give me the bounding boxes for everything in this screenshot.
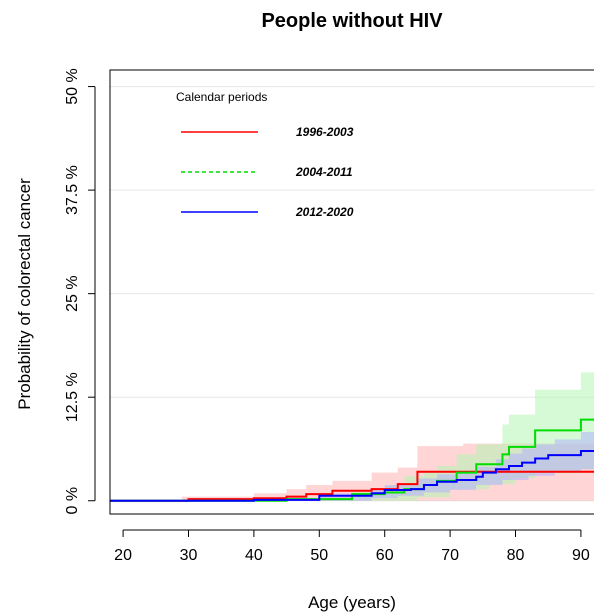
legend-label-1996-2003: 1996-2003 xyxy=(296,125,354,139)
x-tick-label-70: 70 xyxy=(441,547,459,564)
x-tick-label-60: 60 xyxy=(376,547,394,564)
y-tick-label-4: 50 % xyxy=(64,68,81,104)
ci-band-2012-2020-2 xyxy=(319,493,372,501)
y-axis: 0 % 12.5 % 25 % 37.5 % 50 % xyxy=(64,68,96,515)
x-tick-label-80: 80 xyxy=(507,547,525,564)
x-tick-label-90: 90 xyxy=(572,547,590,564)
plot-frame xyxy=(109,69,594,515)
series-line-2012-2020 xyxy=(110,450,594,502)
x-tick-label-20: 20 xyxy=(114,547,132,564)
confidence-bands xyxy=(181,372,594,501)
y-tick-label-2: 25 % xyxy=(64,275,81,311)
ci-band-2012-2020-15 xyxy=(522,448,529,481)
legend-label-2012-2020: 2012-2020 xyxy=(295,205,354,219)
ci-band-2012-2020-17 xyxy=(535,444,555,476)
legend: Calendar periods 1996-2003 2004-2011 2012-… xyxy=(176,90,354,219)
series-line-1996-2003 xyxy=(110,470,594,502)
x-axis: 20 30 40 50 60 70 80 90 xyxy=(114,529,590,564)
ci-band-1996-2003-3 xyxy=(286,489,307,501)
ci-band-1996-2003-2 xyxy=(253,493,287,501)
x-tick-label-50: 50 xyxy=(310,547,328,564)
legend-title: Calendar periods xyxy=(176,90,267,104)
x-tick-label-40: 40 xyxy=(245,547,263,564)
y-tick-label-3: 37.5 % xyxy=(64,165,81,215)
legend-label-2004-2011: 2004-2011 xyxy=(295,165,353,179)
ci-band-2012-2020-8 xyxy=(437,474,451,493)
x-tick-label-30: 30 xyxy=(180,547,198,564)
ci-band-2004-2011-13 xyxy=(508,414,516,485)
y-tick-label-0: 0 % xyxy=(64,487,81,515)
chart-title: People without HIV xyxy=(261,10,443,32)
ci-band-2012-2020-6 xyxy=(417,478,424,496)
y-axis-label: Probability of colorectal cancer xyxy=(15,178,34,410)
series-lines xyxy=(110,418,594,502)
y-tick-label-1: 12.5 % xyxy=(64,372,81,422)
x-axis-label: Age (years) xyxy=(308,593,396,612)
grid xyxy=(110,86,594,502)
